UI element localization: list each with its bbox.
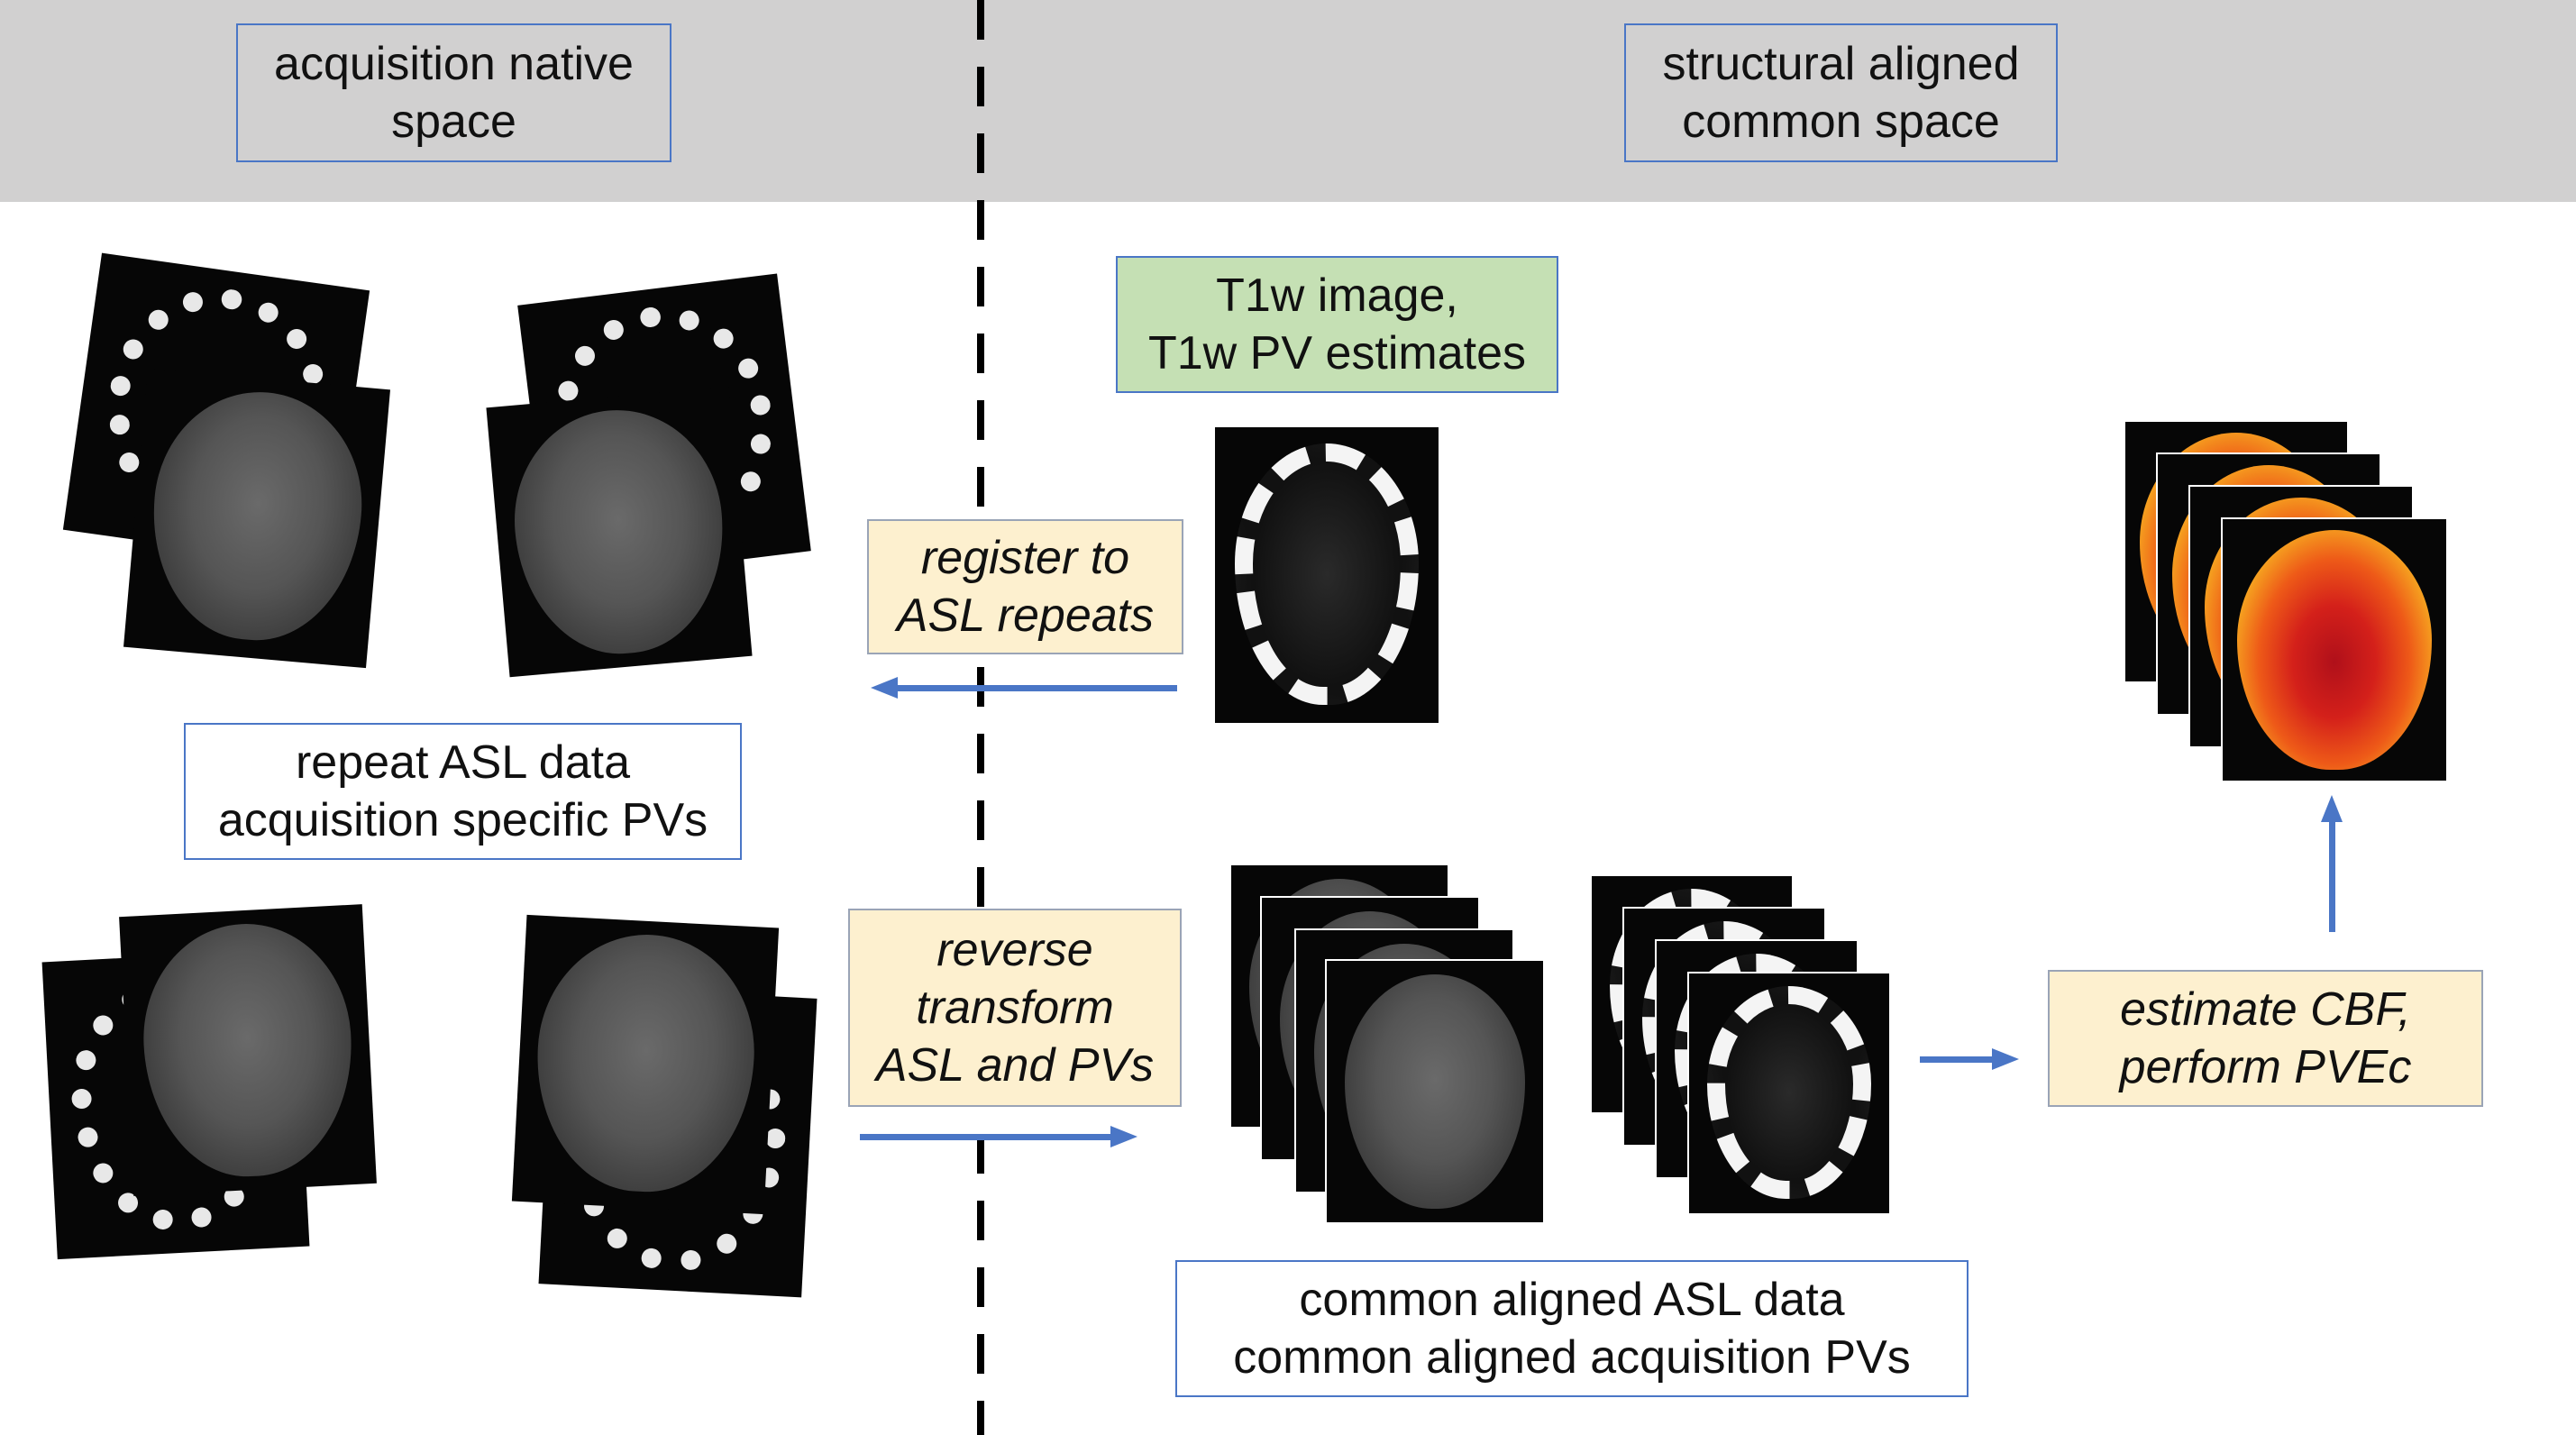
brain-slice-image bbox=[119, 904, 377, 1196]
brain-slice-icon bbox=[505, 401, 734, 663]
acquisition-native-space-label: acquisition native space bbox=[236, 23, 671, 162]
cbf-map-icon bbox=[2237, 530, 2432, 770]
reverse-line-3: ASL and PVs bbox=[875, 1039, 1155, 1092]
header-left-line-2: space bbox=[391, 96, 516, 148]
register-box: register to ASL repeats bbox=[867, 519, 1183, 654]
brain-slice-icon bbox=[1345, 974, 1525, 1209]
header-right-line-2: common space bbox=[1682, 96, 2000, 148]
repeat-asl-box: repeat ASL data acquisition specific PVs bbox=[184, 723, 742, 860]
space-divider bbox=[977, 0, 984, 1435]
brain-slice-image bbox=[511, 914, 780, 1215]
wm-segmentation-icon bbox=[1235, 443, 1419, 705]
common-line-2: common aligned acquisition PVs bbox=[1233, 1331, 1911, 1384]
brain-slice-icon bbox=[137, 919, 359, 1182]
estimate-line-1: estimate CBF, bbox=[2120, 983, 2411, 1036]
estimate-line-2: perform PVEc bbox=[2119, 1041, 2412, 1093]
brain-slice-image bbox=[123, 368, 390, 669]
register-line-1: register to bbox=[920, 532, 1130, 584]
pv-map-image bbox=[1687, 972, 1891, 1215]
brain-slice-image bbox=[486, 386, 753, 678]
repeat-line-2: acquisition specific PVs bbox=[217, 794, 708, 846]
common-aligned-box: common aligned ASL data common aligned a… bbox=[1175, 1260, 1969, 1397]
brain-slice-image bbox=[1325, 959, 1545, 1224]
brain-slice-icon bbox=[142, 383, 371, 649]
structural-aligned-space-label: structural aligned common space bbox=[1624, 23, 2058, 162]
estimate-cbf-box: estimate CBF, perform PVEc bbox=[2048, 970, 2483, 1107]
register-line-2: ASL repeats bbox=[896, 590, 1155, 642]
header-right-line-1: structural aligned bbox=[1662, 38, 2020, 90]
t1w-line-2: T1w PV estimates bbox=[1147, 327, 1527, 379]
t1w-line-1: T1w image, bbox=[1216, 270, 1458, 322]
brain-slice-icon bbox=[530, 928, 761, 1198]
cbf-map-image bbox=[2221, 517, 2448, 782]
reverse-transform-box: reverse transform ASL and PVs bbox=[848, 909, 1182, 1107]
t1w-pv-estimate-image bbox=[1215, 427, 1439, 723]
common-line-1: common aligned ASL data bbox=[1299, 1274, 1845, 1326]
wm-segmentation-icon bbox=[1707, 986, 1871, 1199]
reverse-line-2: transform bbox=[916, 982, 1114, 1034]
t1w-box: T1w image, T1w PV estimates bbox=[1116, 256, 1558, 393]
repeat-line-1: repeat ASL data bbox=[295, 736, 631, 789]
reverse-line-1: reverse bbox=[936, 924, 1093, 976]
header-left-line-1: acquisition native bbox=[274, 38, 634, 90]
